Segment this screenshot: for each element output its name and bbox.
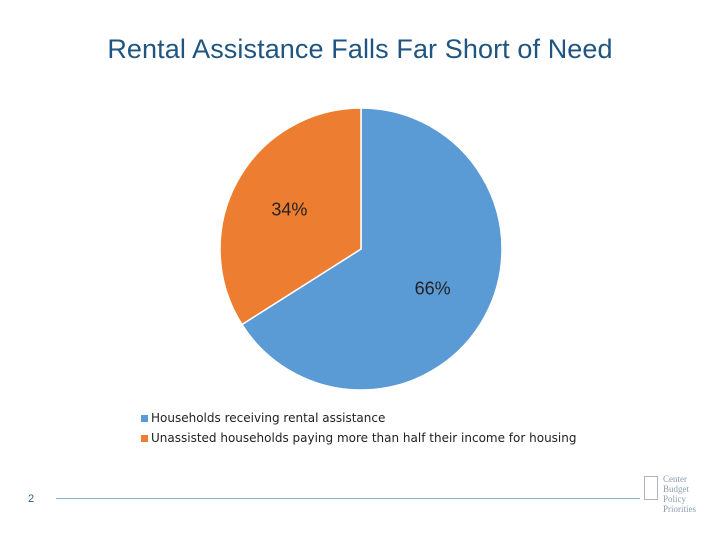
- logo-building-icon: [644, 476, 658, 500]
- legend-item-unassisted: Unassisted households paying more than h…: [141, 428, 576, 448]
- page-number: 2: [28, 493, 35, 505]
- logo-text: Center Budget Policy Priorities: [663, 474, 696, 514]
- legend-item-assisted: Households receiving rental assistance: [141, 408, 576, 428]
- logo-line: Priorities: [663, 504, 696, 514]
- logo-line: Budget: [663, 484, 689, 494]
- slide-title: Rental Assistance Falls Far Short of Nee…: [107, 34, 613, 64]
- legend-label-unassisted: Unassisted households paying more than h…: [151, 431, 577, 445]
- slice-value-label-0: 66%: [415, 278, 451, 298]
- footer-rule: [56, 498, 640, 499]
- cbpp-logo: Center Budget Policy Priorities: [644, 474, 704, 516]
- logo-line: Center: [663, 474, 687, 484]
- legend-swatch-assisted: [141, 414, 148, 422]
- slice-value-label-1: 34%: [271, 200, 307, 220]
- pie-slice-0: [240, 107, 503, 391]
- legend-swatch-unassisted: [141, 434, 148, 442]
- logo-line: Policy: [663, 494, 687, 504]
- legend-label-assisted: Households receiving rental assistance: [151, 411, 386, 425]
- chart-legend: Households receiving rental assistance U…: [141, 408, 576, 448]
- pie-slice-1: [219, 107, 362, 326]
